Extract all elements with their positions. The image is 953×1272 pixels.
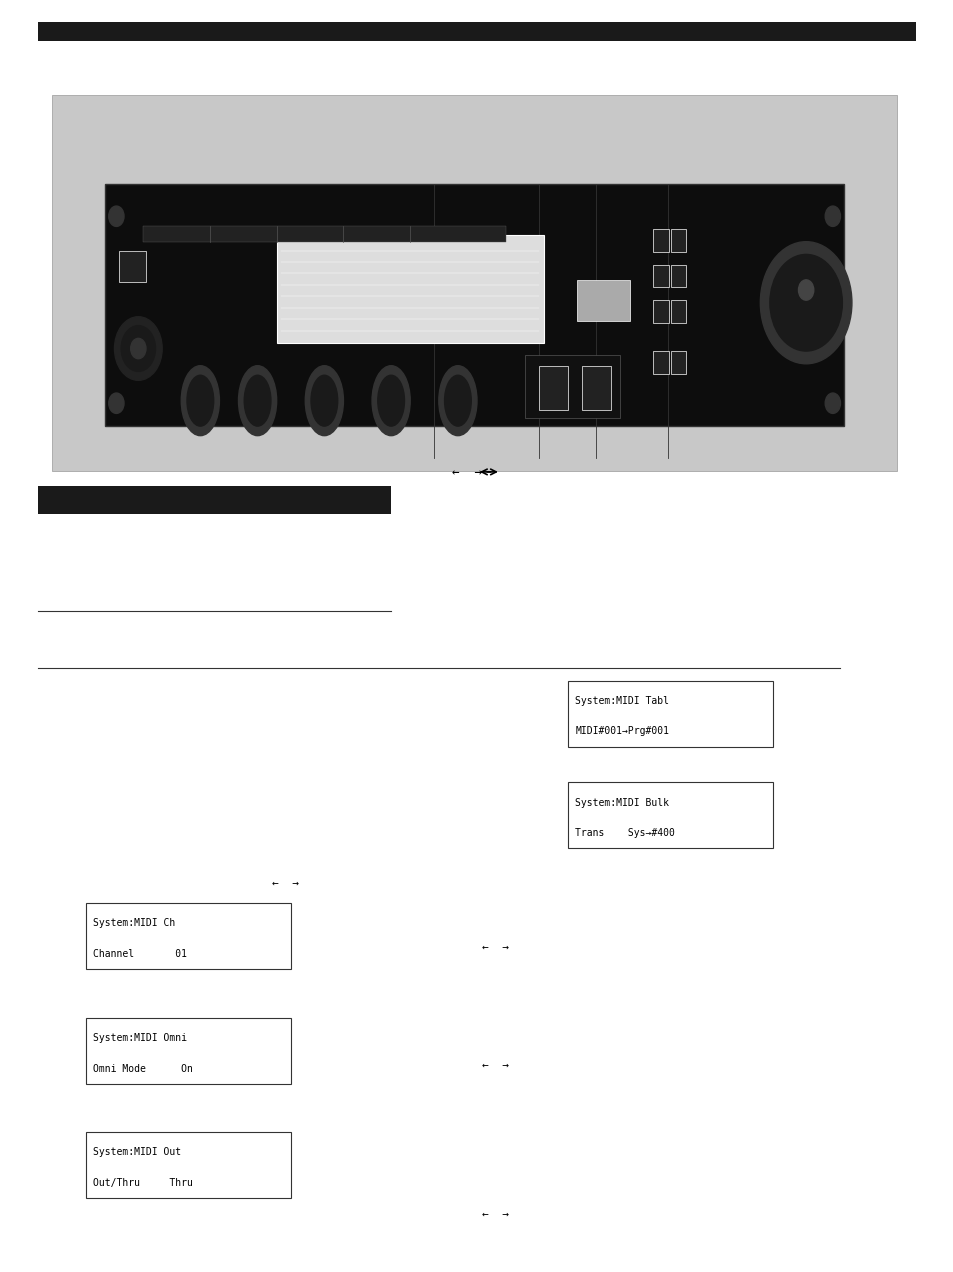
Circle shape bbox=[824, 393, 840, 413]
Text: ←  →: ← → bbox=[452, 466, 482, 478]
Bar bbox=[86, 1132, 291, 1198]
Bar bbox=[670, 229, 685, 252]
Bar bbox=[38, 22, 915, 41]
Bar bbox=[38, 486, 391, 514]
Circle shape bbox=[131, 338, 146, 359]
Text: System:MIDI Bulk: System:MIDI Bulk bbox=[575, 798, 669, 808]
Bar bbox=[653, 229, 668, 252]
Text: Channel       01: Channel 01 bbox=[93, 949, 188, 959]
Circle shape bbox=[114, 317, 162, 380]
Ellipse shape bbox=[244, 375, 271, 426]
Bar bbox=[653, 300, 668, 323]
Text: ←  →: ← → bbox=[272, 879, 298, 889]
Ellipse shape bbox=[438, 365, 476, 435]
Bar bbox=[524, 355, 619, 418]
Circle shape bbox=[769, 254, 841, 351]
Bar bbox=[653, 351, 668, 374]
Bar bbox=[567, 782, 772, 848]
Ellipse shape bbox=[181, 365, 219, 435]
Bar bbox=[143, 226, 505, 242]
Bar bbox=[653, 265, 668, 287]
Bar bbox=[119, 251, 146, 282]
Circle shape bbox=[824, 206, 840, 226]
Circle shape bbox=[109, 206, 124, 226]
Text: System:MIDI Omni: System:MIDI Omni bbox=[93, 1033, 188, 1043]
Bar bbox=[86, 903, 291, 969]
Circle shape bbox=[109, 393, 124, 413]
Bar bbox=[670, 351, 685, 374]
Ellipse shape bbox=[377, 375, 404, 426]
Circle shape bbox=[798, 280, 813, 300]
Ellipse shape bbox=[372, 365, 410, 435]
Bar bbox=[670, 265, 685, 287]
Bar bbox=[670, 300, 685, 323]
Text: System:MIDI Out: System:MIDI Out bbox=[93, 1147, 181, 1158]
Text: System:MIDI Ch: System:MIDI Ch bbox=[93, 918, 175, 929]
Circle shape bbox=[760, 242, 851, 364]
Text: ←  →: ← → bbox=[481, 1210, 508, 1220]
Circle shape bbox=[121, 326, 155, 371]
Ellipse shape bbox=[305, 365, 343, 435]
Bar bbox=[86, 1018, 291, 1084]
Bar bbox=[538, 366, 567, 410]
Text: Omni Mode      On: Omni Mode On bbox=[93, 1063, 193, 1074]
Text: System:MIDI Tabl: System:MIDI Tabl bbox=[575, 696, 669, 706]
Text: ←  →: ← → bbox=[481, 1061, 508, 1071]
Ellipse shape bbox=[311, 375, 337, 426]
Ellipse shape bbox=[238, 365, 276, 435]
Bar bbox=[276, 235, 543, 343]
Text: Out/Thru     Thru: Out/Thru Thru bbox=[93, 1178, 193, 1188]
Ellipse shape bbox=[187, 375, 213, 426]
Text: ←  →: ← → bbox=[481, 943, 508, 953]
Text: MIDI#001→Prg#001: MIDI#001→Prg#001 bbox=[575, 726, 669, 736]
Bar bbox=[567, 681, 772, 747]
Bar bbox=[577, 280, 629, 321]
Bar bbox=[52, 95, 896, 471]
Bar bbox=[581, 366, 610, 410]
Bar bbox=[105, 184, 843, 426]
Ellipse shape bbox=[444, 375, 471, 426]
Text: Trans    Sys→#400: Trans Sys→#400 bbox=[575, 828, 675, 838]
